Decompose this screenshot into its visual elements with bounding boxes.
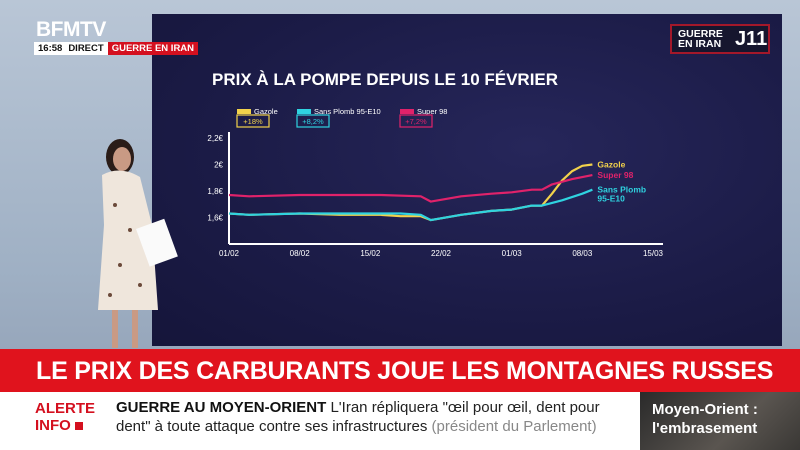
square-icon	[75, 422, 84, 430]
news-ticker: ALERTE INFO GUERRE AU MOYEN-ORIENT L'Iran…	[0, 392, 640, 450]
ticker-source: (président du Parlement)	[431, 418, 597, 435]
legend-label: Gazole	[254, 107, 278, 116]
day-badge: GUERRE EN IRAN J11	[670, 24, 770, 54]
chart-title: PRIX À LA POMPE DEPUIS LE 10 FÉVRIER	[212, 70, 559, 89]
legend-change: +7,2%	[405, 117, 427, 126]
legend-swatch	[237, 109, 251, 114]
legend-label: Sans Plomb 95-E10	[314, 107, 381, 116]
badge-title-1: GUERRE	[678, 28, 723, 40]
x-tick-label: 01/02	[219, 249, 240, 258]
series-line	[228, 188, 593, 222]
badge-day: J11	[734, 27, 768, 50]
end-label: 95-E10	[597, 194, 625, 204]
legend-label: Super 98	[417, 107, 447, 116]
topic-tag: GUERRE EN IRAN	[107, 42, 199, 55]
x-tick-label: 08/02	[290, 249, 311, 258]
alert-line-2: INFO	[35, 417, 71, 434]
legend-change: +18%	[243, 117, 263, 126]
studio-screen	[152, 14, 782, 346]
y-tick-label: 1,8€	[207, 187, 223, 196]
legend-change: +8,2%	[302, 117, 324, 126]
y-tick-label: 1,6€	[207, 214, 223, 223]
live-label: DIRECT	[68, 43, 104, 54]
clock: 16:58	[38, 43, 63, 54]
headline-banner: LE PRIX DES CARBURANTS JOUE LES MONTAGNE…	[0, 349, 800, 392]
x-tick-label: 08/03	[572, 249, 593, 258]
y-tick-label: 2€	[214, 161, 223, 170]
end-label: Sans Plomb	[597, 185, 646, 195]
legend-change-box	[296, 114, 330, 128]
x-tick-label: 22/02	[431, 249, 452, 258]
legend-change-box	[399, 114, 433, 128]
series-line	[228, 163, 593, 222]
end-label: Gazole	[597, 160, 625, 170]
end-label: Super 98	[597, 170, 633, 180]
ticker-text: GUERRE AU MOYEN-ORIENT L'Iran répliquera…	[116, 398, 636, 436]
side-line-2: l'embrasement	[652, 420, 758, 437]
legend-swatch	[400, 109, 414, 114]
badge-title-2: EN IRAN	[678, 38, 722, 50]
x-tick-label: 01/03	[502, 249, 523, 258]
alert-label: ALERTE INFO	[35, 400, 95, 434]
y-tick-label: 2,2€	[207, 134, 223, 143]
x-tick-label: 15/03	[643, 249, 664, 258]
side-panel: Moyen-Orient : l'embrasement	[640, 392, 800, 450]
ticker-section: GUERRE AU MOYEN-ORIENT	[116, 399, 327, 416]
presenter	[98, 139, 178, 348]
legend-swatch	[297, 109, 311, 114]
alert-line-1: ALERTE	[35, 400, 95, 417]
ticker-body: L'Iran répliquera "œil pour œil, dent po…	[116, 399, 600, 435]
live-bar: 16:58 DIRECT GUERRE EN IRAN	[34, 42, 199, 55]
side-line-1: Moyen-Orient :	[652, 401, 758, 418]
price-chart: 01/02 08/02 15/02 22/02 01/03 08/03 15/03 1,6€ 1…	[207, 107, 664, 258]
legend-change-box	[236, 114, 270, 128]
x-tick-label: 15/02	[360, 249, 381, 258]
bfmtv-logo: BFMTV	[36, 18, 106, 41]
series-line	[228, 174, 593, 203]
